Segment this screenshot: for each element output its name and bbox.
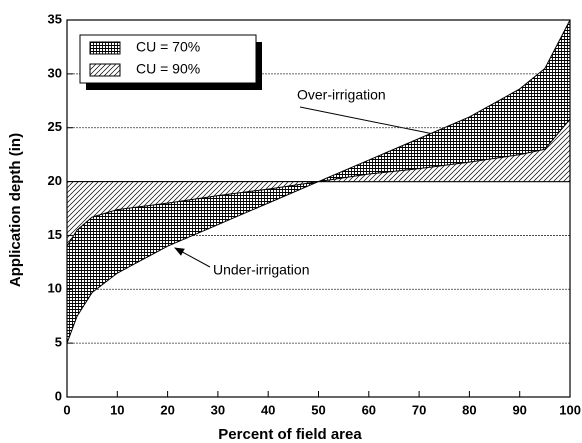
y-tick-label: 10	[48, 281, 62, 296]
x-tick-label: 10	[110, 402, 124, 417]
x-tick-label: 20	[160, 402, 174, 417]
y-tick-label: 15	[48, 227, 62, 242]
x-tick-label: 30	[211, 402, 225, 417]
x-axis-title: Percent of field area	[218, 426, 362, 443]
y-tick-label: 0	[55, 388, 62, 403]
y-tick-label: 35	[48, 11, 62, 26]
x-tick-label: 70	[412, 402, 426, 417]
x-tick-label: 90	[512, 402, 526, 417]
annotation: Under-irrigation	[213, 262, 309, 278]
y-tick-label: 30	[48, 65, 62, 80]
x-tick-label: 60	[362, 402, 376, 417]
annotation: Over-irrigation	[297, 87, 386, 103]
y-tick-label: 20	[48, 173, 62, 188]
x-tick-label: 0	[63, 402, 70, 417]
legend-label: CU = 90%	[136, 61, 200, 77]
y-tick-label: 25	[48, 119, 62, 134]
legend-swatch	[89, 63, 121, 77]
legend-swatch	[89, 41, 121, 55]
x-tick-label: 80	[462, 402, 476, 417]
x-tick-label: 50	[311, 402, 325, 417]
y-axis-title: Application depth (in)	[7, 133, 24, 287]
x-tick-label: 40	[261, 402, 275, 417]
legend-label: CU = 70%	[136, 39, 200, 55]
x-tick-label: 100	[559, 402, 581, 417]
y-tick-label: 5	[55, 335, 62, 350]
arrow	[174, 247, 211, 268]
